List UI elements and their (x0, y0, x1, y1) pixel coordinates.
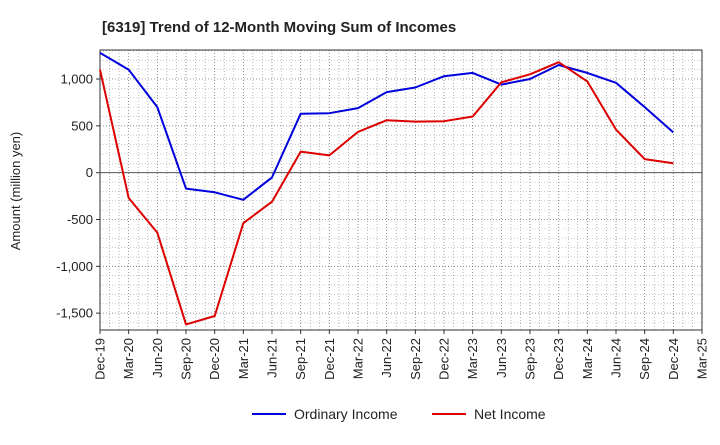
x-tick-labels: Dec-19 Mar-20 Jun-20 Sep-20 Dec-20 Mar-21 Jun-… (93, 338, 710, 380)
x-tick-label: Jun-22 (379, 338, 394, 378)
x-tick-label: Mar-25 (695, 338, 710, 379)
x-tick-label: Dec-19 (93, 338, 108, 380)
legend-label: Ordinary Income (294, 406, 398, 422)
x-tick-label: Dec-20 (207, 338, 222, 380)
y-tick-label: 0 (86, 165, 93, 180)
y-tick-label: 500 (71, 118, 93, 133)
x-tick-label: Mar-20 (121, 338, 136, 379)
legend-label: Net Income (474, 406, 546, 422)
series-line-net-income (99, 61, 674, 326)
y-tick-label: -500 (67, 212, 93, 227)
x-tick-label: Mar-21 (236, 338, 251, 379)
x-tick-label: Dec-21 (322, 338, 337, 380)
chart-title: [6319] Trend of 12-Month Moving Sum of I… (102, 19, 456, 36)
y-tick-label: -1,500 (56, 306, 93, 321)
y-tick-label: -1,000 (56, 259, 93, 274)
x-tick-label: Jun-23 (494, 338, 509, 378)
x-tick-label: Sep-21 (293, 338, 308, 380)
x-tick-label: Dec-22 (437, 338, 452, 380)
x-tick-label: Sep-20 (179, 338, 194, 380)
x-tick-label: Sep-23 (523, 338, 538, 380)
plot-border (99, 49, 703, 331)
grid-lines (100, 50, 702, 330)
y-tick-labels: -1,500 -1,000 -500 0 500 1,000 (56, 72, 93, 321)
x-tick-label: Dec-23 (551, 338, 566, 380)
x-tick-label: Jun-21 (265, 338, 280, 378)
series-line-ordinary-income (99, 51, 674, 201)
x-tick-label: Dec-24 (666, 338, 681, 380)
legend: Ordinary Income Net Income (252, 406, 546, 422)
y-axis-label: Amount (million yen) (8, 132, 23, 251)
legend-item-net-income: Net Income (432, 406, 546, 422)
series-lines (99, 51, 674, 326)
legend-item-ordinary-income: Ordinary Income (252, 406, 398, 422)
x-tick-label: Jun-24 (609, 338, 624, 378)
x-tick-label: Sep-24 (637, 338, 652, 380)
x-tick-label: Mar-24 (580, 338, 595, 379)
y-tick-label: 1,000 (60, 72, 93, 87)
x-tick-label: Sep-22 (408, 338, 423, 380)
axes (96, 49, 703, 334)
x-tick-label: Mar-23 (465, 338, 480, 379)
x-tick-label: Jun-20 (150, 338, 165, 378)
x-tick-label: Mar-22 (351, 338, 366, 379)
